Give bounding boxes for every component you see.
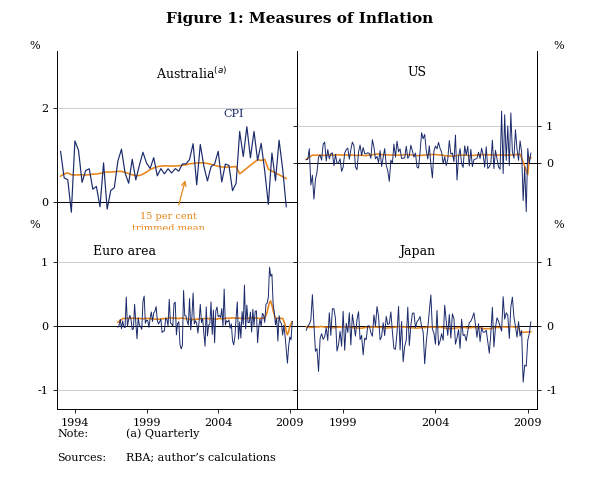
Text: Note:: Note: <box>57 429 88 439</box>
Text: (a) Quarterly: (a) Quarterly <box>126 429 199 440</box>
Text: CPI: CPI <box>224 109 244 119</box>
Text: Sources:: Sources: <box>57 453 106 463</box>
Text: %: % <box>554 42 565 51</box>
Text: Euro area: Euro area <box>93 245 156 258</box>
Text: Japan: Japan <box>399 245 435 258</box>
Text: %: % <box>554 220 565 230</box>
Text: RBA; author’s calculations: RBA; author’s calculations <box>126 453 276 463</box>
Text: 15 per cent
trimmed mean: 15 per cent trimmed mean <box>131 213 205 233</box>
Text: US: US <box>407 66 427 79</box>
Text: Australia$^{(a)}$: Australia$^{(a)}$ <box>156 66 227 82</box>
Text: %: % <box>29 220 40 230</box>
Text: Figure 1: Measures of Inflation: Figure 1: Measures of Inflation <box>166 12 434 26</box>
Text: %: % <box>29 42 40 51</box>
